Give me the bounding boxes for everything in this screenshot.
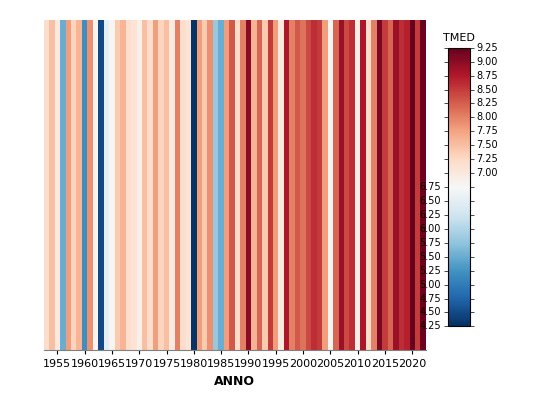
Bar: [289, 20, 295, 350]
Bar: [278, 20, 284, 350]
Bar: [377, 20, 382, 350]
Bar: [147, 20, 153, 350]
Text: 8.25: 8.25: [476, 98, 498, 109]
Text: 8.00: 8.00: [476, 112, 497, 123]
X-axis label: ANNO: ANNO: [214, 375, 256, 388]
Bar: [333, 20, 339, 350]
Bar: [136, 20, 142, 350]
Bar: [273, 20, 278, 350]
Bar: [49, 20, 55, 350]
Bar: [257, 20, 262, 350]
Bar: [224, 20, 229, 350]
Bar: [98, 20, 104, 350]
Title: TMED: TMED: [443, 33, 474, 43]
Bar: [371, 20, 377, 350]
Bar: [104, 20, 109, 350]
Bar: [420, 20, 426, 350]
Bar: [393, 20, 399, 350]
Text: 7.75: 7.75: [476, 126, 498, 137]
Bar: [82, 20, 87, 350]
Bar: [415, 20, 420, 350]
Bar: [317, 20, 322, 350]
Bar: [131, 20, 136, 350]
Text: 7.00: 7.00: [476, 168, 497, 178]
Bar: [262, 20, 268, 350]
Text: 5.25: 5.25: [419, 265, 441, 276]
Bar: [229, 20, 235, 350]
Bar: [191, 20, 197, 350]
Bar: [284, 20, 289, 350]
Bar: [322, 20, 328, 350]
Bar: [306, 20, 311, 350]
Bar: [180, 20, 186, 350]
Text: 7.50: 7.50: [476, 140, 498, 150]
Bar: [93, 20, 98, 350]
Bar: [164, 20, 169, 350]
Bar: [76, 20, 82, 350]
Bar: [328, 20, 333, 350]
Text: 6.75: 6.75: [419, 182, 441, 192]
Bar: [240, 20, 246, 350]
Bar: [44, 20, 49, 350]
Bar: [175, 20, 180, 350]
Bar: [235, 20, 240, 350]
Bar: [410, 20, 415, 350]
Text: 4.75: 4.75: [419, 293, 441, 304]
Text: 5.75: 5.75: [419, 238, 441, 248]
Bar: [115, 20, 120, 350]
Text: 6.00: 6.00: [420, 224, 441, 234]
Bar: [355, 20, 360, 350]
Bar: [109, 20, 115, 350]
Bar: [202, 20, 207, 350]
Text: 4.25: 4.25: [419, 321, 441, 332]
Bar: [268, 20, 273, 350]
Bar: [349, 20, 355, 350]
Bar: [388, 20, 393, 350]
Text: 9.25: 9.25: [476, 43, 498, 53]
Bar: [87, 20, 93, 350]
Bar: [251, 20, 257, 350]
Text: 6.25: 6.25: [419, 210, 441, 220]
Bar: [169, 20, 175, 350]
Text: 4.50: 4.50: [420, 307, 441, 318]
Bar: [339, 20, 344, 350]
Bar: [120, 20, 126, 350]
Bar: [382, 20, 388, 350]
Bar: [399, 20, 404, 350]
Bar: [186, 20, 191, 350]
Bar: [213, 20, 218, 350]
Bar: [142, 20, 147, 350]
Text: 8.75: 8.75: [476, 70, 498, 81]
Bar: [295, 20, 300, 350]
Bar: [246, 20, 251, 350]
Bar: [300, 20, 306, 350]
Bar: [366, 20, 371, 350]
Bar: [60, 20, 66, 350]
Bar: [71, 20, 76, 350]
Bar: [197, 20, 202, 350]
Bar: [66, 20, 71, 350]
Bar: [207, 20, 213, 350]
Bar: [360, 20, 366, 350]
Bar: [55, 20, 60, 350]
Bar: [158, 20, 164, 350]
Text: 8.50: 8.50: [476, 84, 497, 95]
Text: 5.00: 5.00: [420, 279, 441, 290]
Bar: [153, 20, 158, 350]
Text: 9.00: 9.00: [476, 57, 497, 67]
Bar: [218, 20, 224, 350]
Bar: [126, 20, 131, 350]
Text: 7.25: 7.25: [476, 154, 498, 164]
Bar: [344, 20, 349, 350]
Text: 5.50: 5.50: [419, 252, 441, 262]
Bar: [311, 20, 317, 350]
Bar: [404, 20, 410, 350]
Text: 6.50: 6.50: [420, 196, 441, 206]
